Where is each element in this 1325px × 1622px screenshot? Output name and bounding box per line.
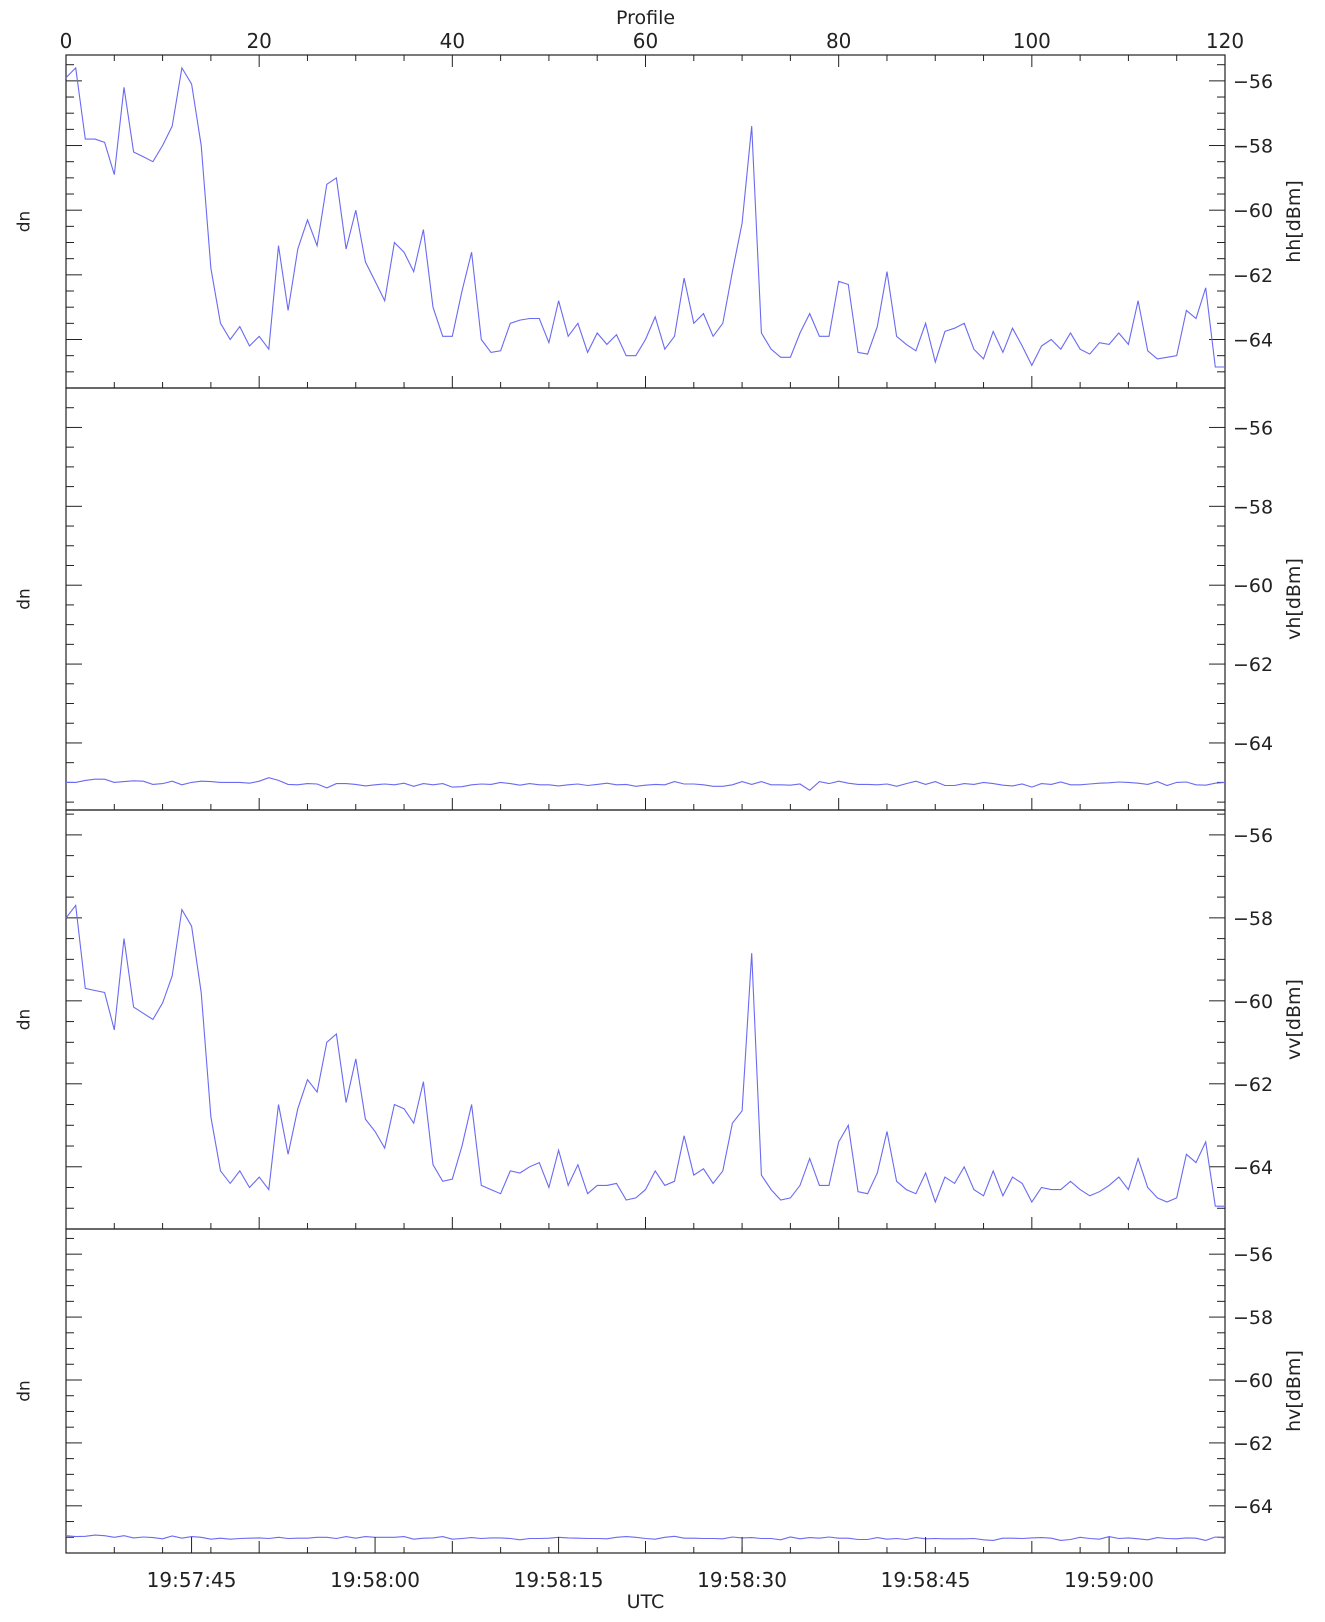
y-tick-label: −64 bbox=[1233, 1496, 1273, 1518]
x-top-tick-label: 120 bbox=[1206, 29, 1244, 53]
y-tick-label: −60 bbox=[1233, 1370, 1273, 1392]
x-bottom-tick-label: 19:59:00 bbox=[1064, 1568, 1154, 1592]
panel-left-label: up bbox=[15, 1009, 35, 1031]
x-bottom-axis-title: UTC bbox=[627, 1591, 665, 1613]
series-line bbox=[66, 777, 1226, 791]
panel-left-label: up bbox=[15, 588, 35, 610]
x-bottom-tick-label: 19:57:45 bbox=[147, 1568, 237, 1592]
panel-frame bbox=[65, 54, 1226, 389]
y-tick-label: −62 bbox=[1233, 265, 1273, 287]
x-bottom-tick-label: 19:58:30 bbox=[697, 1568, 787, 1592]
y-tick-label: −64 bbox=[1233, 733, 1273, 755]
x-top-tick-label: 80 bbox=[826, 29, 851, 53]
x-top-tick-label: 60 bbox=[633, 29, 658, 53]
y-tick-label: −58 bbox=[1233, 136, 1273, 158]
panel-y-axis-label: hh[dBm] bbox=[1283, 180, 1305, 263]
y-tick-label: −60 bbox=[1233, 575, 1273, 597]
panel-left-label: up bbox=[15, 1380, 35, 1402]
y-tick-label: −60 bbox=[1233, 991, 1273, 1013]
y-tick-label: −56 bbox=[1233, 71, 1273, 93]
y-tick-label: −56 bbox=[1233, 1244, 1273, 1266]
x-top-tick-label: 100 bbox=[1013, 29, 1051, 53]
x-top-axis-title: Profile bbox=[616, 7, 675, 29]
y-tick-label: −62 bbox=[1233, 654, 1273, 676]
y-tick-label: −64 bbox=[1233, 1157, 1273, 1179]
y-tick-label: −62 bbox=[1233, 1433, 1273, 1455]
series-line bbox=[65, 1534, 1226, 1541]
x-bottom-tick-label: 19:58:00 bbox=[330, 1568, 420, 1592]
panel-left-label: up bbox=[15, 211, 35, 233]
x-top-tick-label: 0 bbox=[60, 29, 73, 53]
series-line bbox=[65, 903, 1225, 1207]
y-tick-label: −58 bbox=[1233, 1307, 1273, 1329]
panel-y-axis-label: hv[dBm] bbox=[1283, 1350, 1305, 1432]
x-bottom-tick-label: 19:58:45 bbox=[881, 1568, 971, 1592]
x-top-tick-label: 40 bbox=[440, 29, 465, 53]
series-line bbox=[65, 66, 1225, 368]
y-tick-label: −60 bbox=[1233, 200, 1273, 222]
y-tick-label: −56 bbox=[1233, 825, 1273, 847]
panel-y-axis-label: vv[dBm] bbox=[1283, 979, 1305, 1060]
y-tick-label: −64 bbox=[1233, 330, 1273, 352]
y-tick-label: −56 bbox=[1233, 417, 1273, 439]
panel-frame bbox=[65, 387, 1226, 811]
x-bottom-tick-label: 19:58:15 bbox=[514, 1568, 604, 1592]
panel-frame bbox=[65, 809, 1226, 1230]
y-tick-label: −58 bbox=[1233, 908, 1273, 930]
x-top-tick-label: 20 bbox=[246, 29, 271, 53]
panel-y-axis-label: vh[dBm] bbox=[1283, 558, 1305, 640]
y-tick-label: −58 bbox=[1233, 496, 1273, 518]
y-tick-label: −62 bbox=[1233, 1074, 1273, 1096]
panel-frame bbox=[65, 1228, 1226, 1554]
